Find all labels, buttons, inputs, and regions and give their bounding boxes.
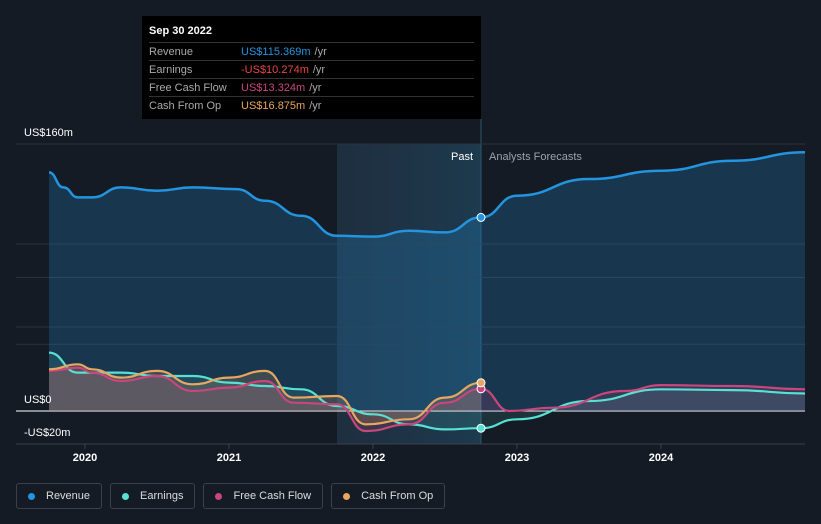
y-tick-label: -US$20m <box>24 427 70 439</box>
legend-label: Earnings <box>140 490 184 502</box>
legend-label: Revenue <box>46 490 91 502</box>
tooltip-row: Free Cash Flow US$13.324m/yr <box>149 78 474 96</box>
tooltip-unit: /yr <box>309 99 322 112</box>
revenue-area <box>49 152 805 412</box>
tooltip-unit: /yr <box>312 63 326 76</box>
tooltip-row: Revenue US$115.369m/yr <box>149 42 474 60</box>
tooltip-label: Free Cash Flow <box>149 81 227 94</box>
data-tooltip: Sep 30 2022 Revenue US$115.369m/yr Earning… <box>142 16 481 119</box>
legend-dot-icon <box>28 492 35 500</box>
legend-label: Cash From Op <box>361 490 434 502</box>
tooltip-date: Sep 30 2022 <box>149 25 212 37</box>
legend-item-free-cash-flow[interactable]: Free Cash Flow <box>203 483 324 509</box>
free-cash-flow-area <box>49 367 805 431</box>
free-cash-flow-line <box>48 366 806 433</box>
tooltip-label: Revenue <box>149 45 194 58</box>
cash-from-op-marker <box>476 378 486 388</box>
earnings-area <box>49 352 805 430</box>
x-tick-label: 2023 <box>505 452 529 464</box>
tooltip-value: US$16.875m <box>241 99 306 112</box>
tooltip-value: US$115.369m <box>241 45 311 58</box>
chart-legend: Revenue Earnings Free Cash Flow Cash From O… <box>16 483 446 509</box>
revenue-line <box>48 151 806 238</box>
forecast-region-label: Analysts Forecasts <box>489 151 582 163</box>
y-tick-label: US$0 <box>24 394 52 406</box>
legend-label: Free Cash Flow <box>233 490 312 502</box>
legend-dot-icon <box>122 492 130 500</box>
y-tick-label: US$160m <box>24 127 73 139</box>
legend-dot-icon <box>343 492 351 500</box>
x-tick-label: 2022 <box>361 452 385 464</box>
x-tick-label: 2024 <box>649 452 674 464</box>
tooltip-unit: /yr <box>309 81 322 94</box>
cash-from-op-line <box>48 363 482 426</box>
past-region-label: Past <box>451 151 473 163</box>
legend-item-revenue[interactable]: Revenue <box>16 483 103 509</box>
tooltip-row: Cash From Op US$16.875m/yr <box>149 96 474 114</box>
tooltip-label: Earnings <box>149 63 193 76</box>
x-tick-label: 2021 <box>217 452 241 464</box>
legend-item-cash-from-op[interactable]: Cash From Op <box>331 483 446 509</box>
revenue-marker <box>476 212 486 222</box>
tooltip-value: -US$10.274m <box>241 63 309 76</box>
tooltip-unit: /yr <box>314 45 327 58</box>
earnings-marker <box>476 423 486 433</box>
tooltip-row: Earnings -US$10.274m/yr <box>149 60 474 78</box>
legend-dot-icon <box>215 492 223 500</box>
x-tick-label: 2020 <box>73 452 97 464</box>
cash-from-op-area <box>49 364 481 425</box>
legend-item-earnings[interactable]: Earnings <box>110 483 196 509</box>
tooltip-label: Cash From Op <box>149 99 222 112</box>
tooltip-value: US$13.324m <box>241 81 306 94</box>
